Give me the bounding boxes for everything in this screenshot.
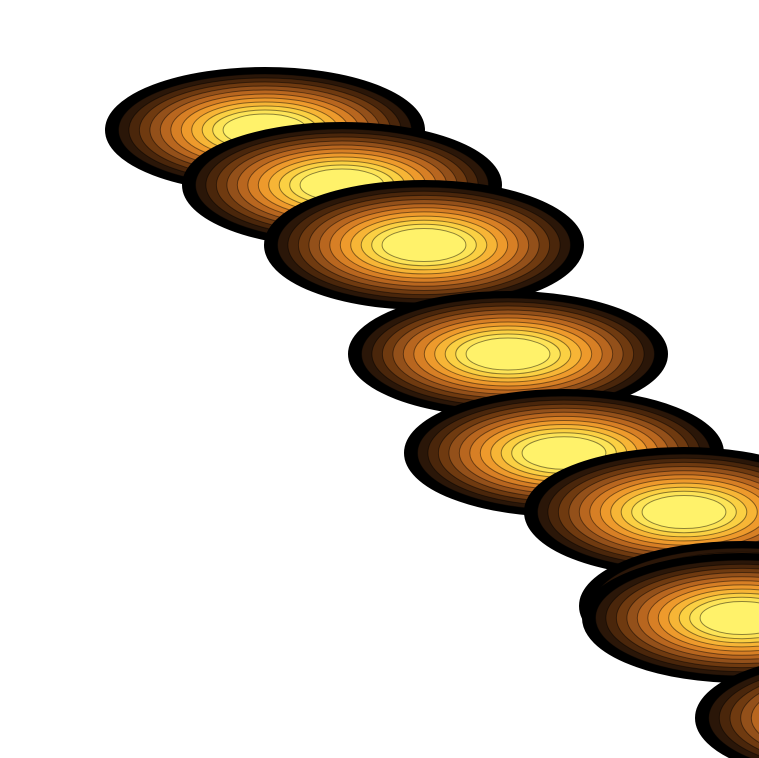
ellipse-blob [524,447,759,577]
ellipse-blob [695,666,759,758]
ellipse-ring [750,701,759,735]
ellipse-ring [699,601,759,635]
ellipse-ring [465,337,551,371]
ellipse-blob [348,291,668,417]
ellipse-ring [740,693,759,743]
ellipse-ring [381,228,467,262]
ellipse-blob [264,180,584,310]
ellipse-blob [582,553,759,683]
ellipse-ring [641,495,727,529]
